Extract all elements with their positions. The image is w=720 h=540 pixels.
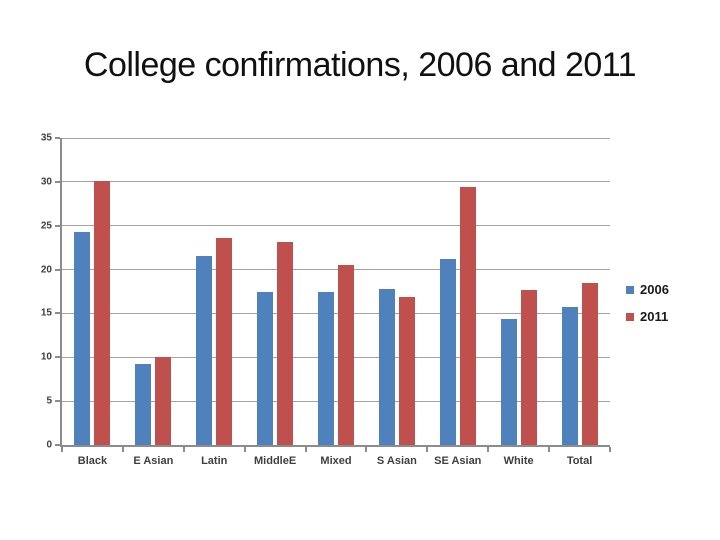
legend-item-2011[interactable]: 2011 [626, 310, 669, 324]
y-axis-tick [55, 268, 60, 271]
y-axis-label: 5 [46, 395, 52, 407]
bar-2011-total[interactable] [581, 282, 598, 445]
legend-item-2006[interactable]: 2006 [626, 283, 669, 297]
y-axis-tick [55, 356, 60, 359]
y-axis-label: 20 [40, 264, 52, 276]
x-axis-category-label: S Asian [376, 455, 417, 467]
gridline [62, 269, 610, 271]
x-axis-category-label: Mixed [320, 455, 352, 467]
x-axis-tick [121, 447, 124, 452]
y-axis-tick [55, 444, 60, 446]
y-axis-label: 0 [46, 439, 52, 451]
gridline [62, 312, 610, 314]
x-axis-line [60, 445, 610, 447]
y-axis-label: 25 [40, 220, 52, 232]
gridline [62, 225, 610, 227]
x-axis-tick [61, 447, 63, 452]
y-axis-tick [55, 180, 60, 183]
y-axis-label: 35 [40, 132, 52, 144]
bar-2006-se-asian[interactable] [439, 259, 456, 445]
legend-label: 2006 [640, 282, 669, 297]
y-axis-label: 15 [40, 307, 52, 319]
x-axis-category-label: E Asian [133, 455, 174, 467]
y-axis-line [60, 138, 62, 445]
x-axis-tick [487, 447, 490, 452]
bar-2011-latin[interactable] [216, 238, 233, 445]
x-axis-tick [243, 447, 246, 452]
y-axis-label: 30 [40, 176, 52, 188]
x-axis-tick [426, 447, 429, 452]
x-axis-tick [365, 447, 368, 452]
x-axis-category-label: Latin [201, 455, 228, 467]
bar-2006-white[interactable] [500, 318, 517, 445]
bar-2006-middlee[interactable] [257, 291, 274, 445]
bar-2006-s-asian[interactable] [378, 288, 395, 445]
y-axis-tick [55, 312, 60, 315]
bar-2011-s-asian[interactable] [398, 296, 415, 445]
bar-2006-mixed[interactable] [318, 291, 334, 445]
x-axis-category-label: SE Asian [434, 455, 482, 467]
x-axis-tick [304, 447, 307, 452]
bar-2006-e-asian[interactable] [135, 364, 152, 445]
bar-2006-total[interactable] [561, 307, 578, 445]
bar-2006-latin[interactable] [196, 256, 213, 445]
x-axis-category-label: Black [77, 455, 108, 467]
bar-2011-middlee[interactable] [277, 242, 294, 445]
bar-2006-black[interactable] [74, 231, 91, 445]
x-axis-tick [548, 447, 551, 452]
bar-2011-black[interactable] [94, 180, 111, 445]
x-axis-tick [182, 447, 185, 452]
legend-swatch-icon [626, 286, 634, 294]
y-axis-tick [55, 137, 60, 139]
gridline [62, 356, 610, 358]
chart-title: College confirmations, 2006 and 2011 [83, 46, 637, 84]
plot-area: 0 5 10 15 20 25 30 35 [41, 133, 611, 452]
bar-2011-se-asian[interactable] [459, 187, 476, 445]
bar-2011-white[interactable] [520, 289, 537, 445]
bar-chart[interactable]: 0 5 10 15 20 25 30 35 Black E Asian Latin MiddleE M… [41, 133, 611, 467]
gridline [62, 137, 610, 139]
chart-legend: 2006 2011 [626, 283, 669, 337]
x-axis-category-label: MiddleE [254, 455, 297, 467]
x-axis-tick [609, 447, 611, 452]
y-axis-label: 10 [40, 351, 52, 363]
gridline [62, 400, 610, 402]
x-axis-category-label: White [503, 455, 534, 467]
x-axis-category-label: Total [566, 455, 593, 467]
y-axis-tick [55, 224, 60, 227]
y-axis-tick [55, 400, 60, 403]
gridline [62, 181, 610, 183]
legend-swatch-icon [626, 313, 634, 321]
bar-2011-mixed[interactable] [338, 265, 354, 445]
bar-2011-e-asian[interactable] [155, 357, 172, 445]
legend-label: 2011 [640, 309, 669, 324]
